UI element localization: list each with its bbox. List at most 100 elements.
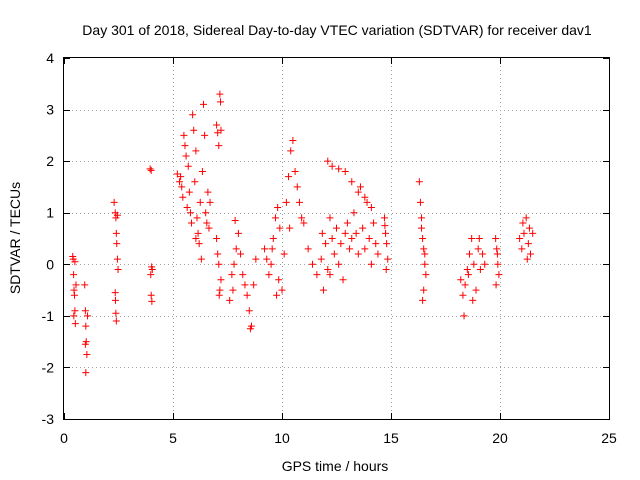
data-point — [286, 224, 294, 232]
data-point — [370, 219, 378, 227]
data-point — [111, 296, 119, 304]
data-point — [113, 255, 121, 263]
data-point — [361, 193, 369, 201]
data-point — [192, 147, 200, 155]
data-point — [350, 209, 358, 217]
data-point — [226, 296, 234, 304]
x-tick-label: 10 — [274, 430, 290, 446]
data-point — [216, 286, 224, 294]
data-point — [265, 271, 273, 279]
data-point — [356, 183, 364, 191]
x-tick-labels: 0 5 10 15 20 25 — [60, 430, 617, 446]
data-point — [300, 219, 308, 227]
data-point — [381, 222, 389, 230]
data-point — [383, 240, 391, 248]
data-point — [493, 250, 501, 258]
data-point — [241, 281, 249, 289]
data-point — [278, 286, 286, 294]
grid-lines — [64, 58, 609, 419]
data-point — [459, 291, 467, 299]
data-point — [195, 240, 203, 248]
data-point — [361, 245, 369, 253]
data-point — [231, 216, 239, 224]
data-point — [239, 271, 247, 279]
data-point — [341, 229, 349, 237]
data-point — [112, 317, 120, 325]
y-axis-label: SDTVAR / TECUs — [7, 182, 23, 294]
y-tick-label: 2 — [46, 153, 54, 169]
data-point — [217, 276, 225, 284]
data-point — [348, 178, 356, 186]
data-point — [81, 340, 89, 348]
data-point — [382, 265, 390, 273]
data-point — [382, 229, 390, 237]
data-point — [354, 188, 362, 196]
y-tick-label: 3 — [46, 102, 54, 118]
data-point — [81, 281, 89, 289]
data-point — [184, 162, 192, 170]
data-point — [291, 167, 299, 175]
data-point — [112, 309, 120, 317]
data-point — [461, 281, 469, 289]
data-point — [335, 260, 343, 268]
data-point — [179, 193, 187, 201]
data-point — [339, 276, 347, 284]
data-point — [202, 209, 210, 217]
data-point — [213, 235, 221, 242]
data-point — [148, 265, 156, 273]
data-point — [419, 296, 427, 304]
data-point — [252, 255, 260, 263]
data-point — [415, 178, 423, 186]
data-point — [457, 276, 465, 284]
data-point — [476, 265, 484, 273]
data-point — [206, 198, 214, 206]
data-point — [214, 250, 222, 258]
data-point — [529, 229, 537, 237]
plot-frame — [63, 57, 610, 420]
data-point — [215, 291, 223, 299]
data-point — [367, 204, 375, 212]
data-point — [492, 235, 500, 242]
data-point — [324, 157, 332, 165]
data-point — [416, 198, 424, 206]
data-point — [343, 219, 351, 227]
data-point — [420, 286, 428, 294]
data-point — [318, 229, 326, 237]
data-point — [232, 245, 240, 253]
data-point — [519, 219, 527, 227]
data-point — [527, 250, 535, 258]
data-point — [474, 245, 482, 253]
data-point — [250, 281, 258, 289]
data-point — [228, 271, 236, 279]
data-point — [481, 260, 489, 268]
data-point — [185, 188, 193, 196]
data-point — [326, 214, 334, 222]
data-point — [217, 126, 225, 134]
data-point — [183, 204, 191, 212]
data-point — [285, 173, 293, 181]
data-point — [204, 188, 212, 196]
data-point — [384, 255, 392, 263]
data-point — [523, 255, 531, 263]
data-point — [273, 291, 281, 299]
data-point — [463, 265, 471, 273]
data-point — [113, 211, 121, 219]
data-point — [464, 271, 472, 279]
data-point — [330, 250, 338, 258]
data-point — [182, 152, 190, 160]
y-tick-label: -1 — [42, 308, 55, 324]
data-point — [282, 198, 290, 206]
data-point — [298, 214, 306, 222]
x-tick-label: 0 — [60, 430, 68, 446]
data-point — [319, 286, 327, 294]
data-point — [328, 235, 336, 242]
data-point — [518, 245, 526, 253]
data-point — [287, 147, 295, 155]
x-axis-label: GPS time / hours — [282, 458, 389, 474]
data-point — [147, 166, 155, 174]
data-point — [234, 229, 242, 237]
data-point — [317, 255, 325, 263]
data-point — [111, 289, 119, 297]
data-point — [275, 276, 283, 284]
data-point — [215, 142, 223, 150]
